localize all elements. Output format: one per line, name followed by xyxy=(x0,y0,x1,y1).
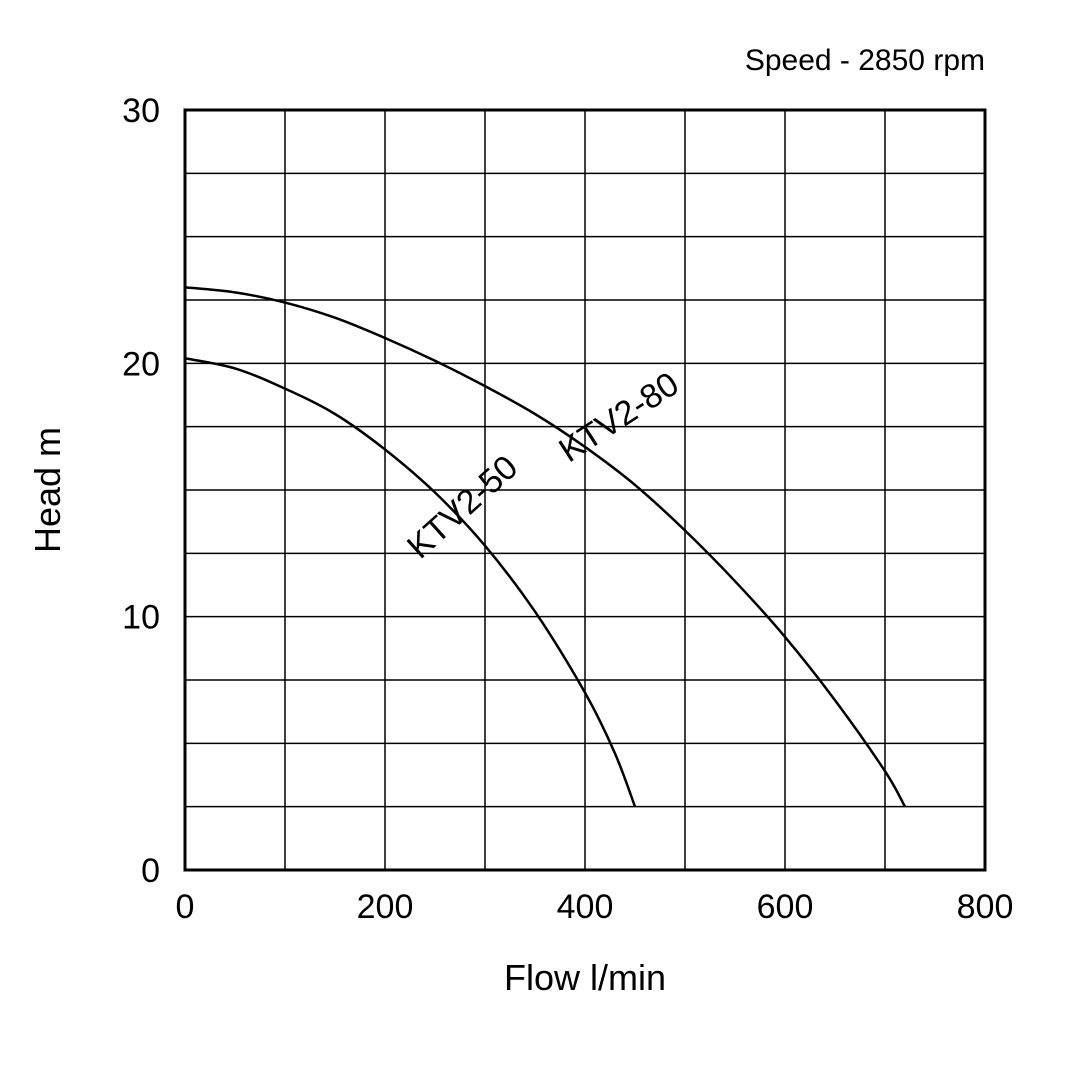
speed-annotation: Speed - 2850 rpm xyxy=(745,44,985,77)
y-tick-label: 0 xyxy=(141,852,160,890)
y-tick-label: 30 xyxy=(122,92,160,130)
x-tick-label: 0 xyxy=(176,888,195,926)
x-tick-label: 800 xyxy=(957,888,1014,926)
chart-svg: KTV2-50KTV2-80 0200400600800 0102030 Flo… xyxy=(0,0,1079,1080)
x-tick-label: 400 xyxy=(557,888,614,926)
x-axis-label: Flow l/min xyxy=(504,957,666,998)
pump-curve-chart: KTV2-50KTV2-80 0200400600800 0102030 Flo… xyxy=(0,0,1079,1080)
x-tick-label: 200 xyxy=(357,888,414,926)
x-tick-label: 600 xyxy=(757,888,814,926)
y-tick-label: 20 xyxy=(122,345,160,383)
y-tick-label: 10 xyxy=(122,599,160,637)
chart-background xyxy=(0,0,1079,1080)
y-axis-label: Head m xyxy=(27,427,68,553)
